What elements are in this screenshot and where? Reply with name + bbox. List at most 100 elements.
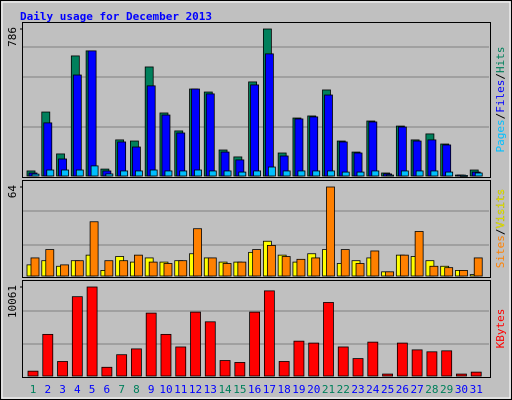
bar bbox=[46, 169, 55, 177]
bar bbox=[474, 172, 483, 177]
bar bbox=[178, 260, 188, 277]
y-tick-label: 10061 bbox=[6, 285, 19, 318]
bar bbox=[208, 170, 217, 177]
legend: Pages/Files/Hits bbox=[494, 47, 507, 153]
bar bbox=[238, 171, 247, 177]
bar bbox=[442, 144, 452, 177]
y-tick-label: 786 bbox=[6, 27, 19, 47]
bar bbox=[338, 141, 348, 177]
legend-entry: Visits bbox=[494, 189, 507, 229]
panel bbox=[22, 180, 491, 278]
bar bbox=[27, 370, 39, 377]
y-tick-label: 64 bbox=[6, 185, 19, 199]
chart-title: Daily usage for December 2013 bbox=[20, 10, 212, 23]
bar bbox=[145, 312, 157, 377]
bar bbox=[204, 321, 216, 377]
x-tick-label: 16 bbox=[248, 383, 261, 396]
bar bbox=[89, 221, 99, 277]
bar bbox=[104, 260, 114, 277]
bar bbox=[337, 346, 349, 377]
x-tick-label: 14 bbox=[218, 383, 232, 396]
x-tick-label: 10 bbox=[159, 383, 172, 396]
bar bbox=[415, 170, 424, 177]
x-tick-label: 12 bbox=[189, 383, 202, 396]
legend: KBytes bbox=[494, 309, 507, 349]
bar bbox=[445, 171, 454, 177]
bar bbox=[160, 333, 172, 377]
legend: Sites/Visits bbox=[494, 189, 507, 269]
x-tick-label: 27 bbox=[411, 383, 424, 396]
x-tick-label: 9 bbox=[148, 383, 155, 396]
bar bbox=[60, 264, 69, 277]
bar bbox=[282, 170, 291, 177]
bar bbox=[252, 249, 262, 277]
bar bbox=[101, 366, 113, 377]
bar bbox=[72, 74, 82, 177]
bar bbox=[205, 93, 215, 177]
x-tick-label: 3 bbox=[59, 383, 66, 396]
bar bbox=[61, 169, 69, 177]
bar bbox=[308, 342, 320, 377]
bar bbox=[414, 231, 424, 277]
x-tick-label: 17 bbox=[263, 383, 276, 396]
bar bbox=[87, 50, 97, 177]
bar bbox=[74, 260, 84, 277]
bar bbox=[386, 174, 394, 177]
bar bbox=[460, 175, 468, 177]
bar bbox=[382, 373, 393, 377]
guide-lines bbox=[23, 46, 489, 345]
x-tick-label: 31 bbox=[470, 383, 483, 396]
bar bbox=[119, 260, 129, 277]
bar bbox=[86, 286, 98, 377]
bar bbox=[223, 170, 232, 177]
x-tick-label: 11 bbox=[174, 383, 187, 396]
bar bbox=[135, 170, 143, 177]
legend-separator: / bbox=[494, 73, 507, 80]
bar bbox=[120, 170, 129, 177]
bar bbox=[163, 263, 173, 277]
bar bbox=[323, 302, 334, 377]
x-tick-label: 26 bbox=[396, 383, 409, 396]
bar bbox=[278, 361, 290, 377]
bar bbox=[340, 249, 350, 277]
bar bbox=[134, 254, 143, 277]
bar bbox=[237, 261, 247, 277]
bar bbox=[148, 261, 158, 277]
bar bbox=[43, 122, 53, 177]
bar bbox=[146, 85, 156, 177]
x-tick-label: 2 bbox=[44, 383, 51, 396]
bar bbox=[311, 257, 321, 277]
bar bbox=[57, 361, 68, 377]
x-tick-label: 6 bbox=[104, 383, 111, 396]
bar bbox=[473, 257, 483, 277]
bar bbox=[161, 114, 171, 177]
bar bbox=[441, 350, 453, 377]
bar bbox=[194, 169, 202, 177]
bar bbox=[411, 349, 423, 377]
x-tick-label: 25 bbox=[381, 383, 394, 396]
bar bbox=[193, 228, 202, 277]
bar bbox=[396, 342, 408, 377]
x-tick-label: 28 bbox=[425, 383, 438, 396]
legend-entry: Pages bbox=[494, 119, 507, 152]
bar bbox=[45, 249, 55, 277]
bar bbox=[293, 340, 305, 377]
bar bbox=[400, 170, 409, 177]
bar bbox=[249, 311, 261, 377]
bar bbox=[327, 170, 335, 177]
bar bbox=[207, 257, 217, 277]
x-tick-label: 23 bbox=[351, 383, 364, 396]
x-tick-label: 18 bbox=[278, 383, 291, 396]
bar bbox=[352, 358, 364, 377]
legend-entry: Sites bbox=[494, 235, 507, 268]
bar bbox=[370, 250, 380, 277]
bar bbox=[116, 354, 128, 377]
legend-entry: Files bbox=[494, 80, 507, 113]
bar bbox=[430, 170, 439, 177]
bar bbox=[281, 256, 291, 277]
bar bbox=[312, 170, 321, 177]
x-tick-label: 19 bbox=[292, 383, 305, 396]
bar bbox=[355, 263, 365, 277]
bar bbox=[459, 270, 468, 277]
